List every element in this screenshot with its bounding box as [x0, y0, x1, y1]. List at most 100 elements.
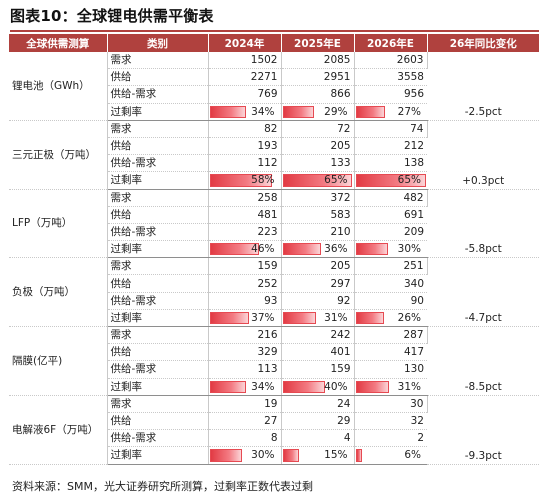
- surplus-rate-value: 29%: [324, 105, 348, 118]
- surplus-rate-value: 30%: [397, 243, 421, 256]
- category-cell: 需求: [107, 257, 209, 276]
- value-cell-y2025: 133: [281, 154, 355, 173]
- category-cell: 过剩率: [107, 240, 209, 259]
- value-cell-y2025: 297: [281, 274, 355, 293]
- category-cell: 供给: [107, 343, 209, 362]
- category-cell: 过剩率: [107, 378, 209, 396]
- value-cell-y2026: 287: [354, 326, 428, 345]
- surplus-rate-value: 46%: [251, 243, 275, 256]
- value-cell-y2024: 82: [208, 120, 282, 138]
- value-cell-y2026: 209: [354, 223, 427, 242]
- surplus-rate-cell-y2025: 29%: [281, 103, 355, 121]
- surplus-rate-value: 65%: [397, 174, 421, 187]
- value-cell-y2025: 401: [281, 343, 355, 362]
- surplus-data-bar: [282, 105, 314, 118]
- value-cell-y2026: 90: [354, 292, 427, 310]
- surplus-rate-cell-y2026: 65%: [354, 171, 427, 190]
- table-row: 供给-需求 112 133 138: [9, 154, 539, 173]
- value-cell-y2026: 417: [354, 343, 427, 362]
- surplus-data-bar: [282, 311, 316, 324]
- title-divider: [10, 30, 539, 32]
- surplus-data-bar: [282, 243, 322, 256]
- table-row: 三元正极（万吨） 需求 82 72 74 +0.3pct: [9, 120, 539, 190]
- value-cell-y2026: 956: [354, 85, 427, 104]
- value-cell-y2024: 2271: [208, 68, 282, 87]
- surplus-rate-cell-y2024: 34%: [208, 103, 282, 121]
- category-cell: 过剩率: [107, 103, 209, 121]
- table-row: 供给 27 29 32: [9, 412, 539, 431]
- surplus-row: 过剩率 34% 40% 31%: [9, 378, 539, 396]
- table-row: 供给-需求 8 4 2: [9, 429, 539, 448]
- value-cell-y2026: 138: [354, 154, 427, 173]
- surplus-rate-cell-y2026: 30%: [354, 240, 427, 259]
- table-header-row: 全球供需测算 类别 2024年 2025年E 2026年E 26年同比变化: [9, 34, 539, 52]
- yoy-change-cell: -9.3pct: [427, 395, 539, 465]
- category-cell: 过剩率: [107, 309, 209, 328]
- value-cell-y2024: 113: [208, 360, 282, 379]
- value-cell-y2025: 583: [281, 206, 355, 224]
- surplus-row: 过剩率 37% 31% 26%: [9, 309, 539, 328]
- surplus-data-bar: [209, 311, 250, 324]
- segment-label: 锂电池（GWh）: [9, 52, 108, 121]
- category-cell: 供给-需求: [107, 223, 209, 242]
- value-cell-y2026: 3558: [354, 68, 427, 87]
- surplus-row: 过剩率 34% 29% 27%: [9, 103, 539, 121]
- table-row: 供给 252 297 340: [9, 274, 539, 293]
- value-cell-y2024: 193: [208, 137, 282, 156]
- table-row: 供给-需求 113 159 130: [9, 360, 539, 379]
- header-segment: 全球供需测算: [9, 34, 108, 52]
- segment-label: 负极（万吨）: [9, 257, 108, 327]
- table-row: 电解液6F（万吨） 需求 19 24 30 -9.3pct: [9, 395, 539, 465]
- value-cell-y2024: 481: [208, 206, 282, 224]
- surplus-rate-value: 34%: [251, 380, 275, 393]
- surplus-rate-cell-y2024: 58%: [208, 171, 282, 190]
- surplus-rate-value: 31%: [324, 311, 348, 324]
- segment-label: 隔膜(亿平): [9, 326, 108, 396]
- value-cell-y2025: 242: [281, 326, 355, 345]
- segment-label: LFP（万吨）: [9, 189, 108, 259]
- table-row: 隔膜(亿平) 需求 216 242 287 -8.5pct: [9, 326, 539, 396]
- surplus-rate-cell-y2026: 26%: [354, 309, 427, 328]
- surplus-rate-cell-y2024: 37%: [208, 309, 282, 328]
- value-cell-y2026: 2603: [354, 52, 428, 70]
- surplus-data-bar: [355, 174, 426, 187]
- surplus-row: 过剩率 30% 15% 6%: [9, 446, 539, 465]
- surplus-rate-value: 37%: [251, 311, 275, 324]
- surplus-data-bar: [355, 311, 384, 324]
- value-cell-y2026: 2: [354, 429, 427, 448]
- yoy-change-cell: -5.8pct: [427, 189, 539, 259]
- value-cell-y2024: 159: [208, 257, 282, 276]
- yoy-change-cell: -4.7pct: [427, 257, 539, 327]
- category-cell: 需求: [107, 189, 209, 207]
- value-cell-y2025: 4: [281, 429, 355, 448]
- header-2025e: 2025年E: [281, 34, 355, 52]
- category-cell: 需求: [107, 120, 209, 138]
- value-cell-y2026: 32: [354, 412, 427, 431]
- category-cell: 供给: [107, 137, 209, 156]
- value-cell-y2024: 93: [208, 292, 282, 310]
- surplus-data-bar: [209, 174, 272, 187]
- surplus-data-bar: [355, 449, 362, 462]
- category-cell: 供给-需求: [107, 85, 209, 104]
- table-body: 锂电池（GWh） 需求 1502 2085 2603 -2.5pct 供给 2271 2951 3…: [9, 52, 539, 465]
- value-cell-y2025: 210: [281, 223, 355, 242]
- surplus-rate-value: 6%: [404, 449, 421, 462]
- value-cell-y2024: 8: [208, 429, 282, 448]
- table-row: 供给-需求 93 92 90: [9, 292, 539, 310]
- surplus-rate-cell-y2026: 31%: [354, 378, 427, 396]
- surplus-rate-value: 31%: [397, 380, 421, 393]
- value-cell-y2024: 258: [208, 189, 282, 207]
- surplus-row: 过剩率 58% 65% 65%: [9, 171, 539, 190]
- value-cell-y2025: 72: [281, 120, 355, 138]
- surplus-rate-value: 65%: [324, 174, 348, 187]
- value-cell-y2025: 159: [281, 360, 355, 379]
- value-cell-y2025: 29: [281, 412, 355, 431]
- value-cell-y2026: 212: [354, 137, 427, 156]
- header-category: 类别: [107, 34, 209, 52]
- category-cell: 过剩率: [107, 446, 209, 465]
- value-cell-y2024: 27: [208, 412, 282, 431]
- surplus-rate-cell-y2024: 46%: [208, 240, 282, 259]
- value-cell-y2025: 205: [281, 257, 355, 276]
- value-cell-y2026: 340: [354, 274, 427, 293]
